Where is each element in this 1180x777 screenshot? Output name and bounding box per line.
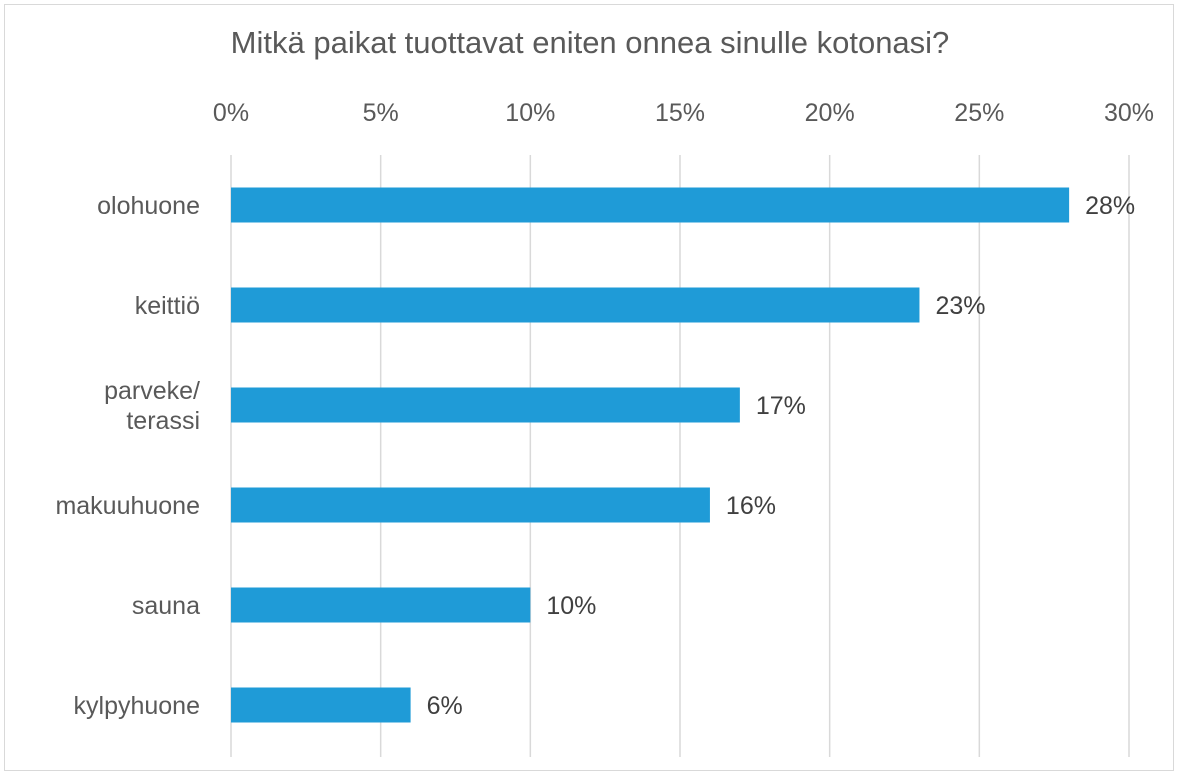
- x-tick-label: 15%: [655, 99, 705, 127]
- bar: [231, 587, 531, 623]
- data-label: 23%: [935, 292, 985, 320]
- chart-title: Mitkä paikat tuottavat eniten onnea sinu…: [231, 25, 950, 60]
- bar: [231, 187, 1070, 223]
- data-label: 6%: [427, 692, 463, 720]
- data-label: 16%: [726, 492, 776, 520]
- category-label: kylpyhuone: [74, 692, 200, 720]
- bar: [231, 387, 740, 423]
- bar: [231, 287, 920, 323]
- category-label: sauna: [132, 592, 200, 620]
- gridlines: [230, 155, 1130, 757]
- data-label: 17%: [756, 392, 806, 420]
- category-label: keittiö: [135, 292, 200, 320]
- bars: [231, 187, 1070, 723]
- category-labels: olohuone keittiö parveke/terassi makuuhuone…: [55, 192, 200, 720]
- x-tick-label: 20%: [805, 99, 855, 127]
- x-tick-label: 25%: [954, 99, 1004, 127]
- category-label: makuuhuone: [55, 492, 200, 520]
- x-tick-label: 0%: [213, 99, 249, 127]
- x-tick-label: 10%: [505, 99, 555, 127]
- x-tick-label: 30%: [1104, 99, 1154, 127]
- data-labels: 28% 23% 17% 16% 10% 6%: [427, 192, 1136, 720]
- category-label: parveke/terassi: [104, 377, 200, 435]
- bar: [231, 487, 710, 523]
- bar: [231, 687, 411, 723]
- data-label: 28%: [1085, 192, 1135, 220]
- x-axis-ticks: 0% 5% 10% 15% 20% 25% 30%: [213, 99, 1154, 127]
- category-label: olohuone: [97, 192, 200, 220]
- x-tick-label: 5%: [363, 99, 399, 127]
- data-label: 10%: [546, 592, 596, 620]
